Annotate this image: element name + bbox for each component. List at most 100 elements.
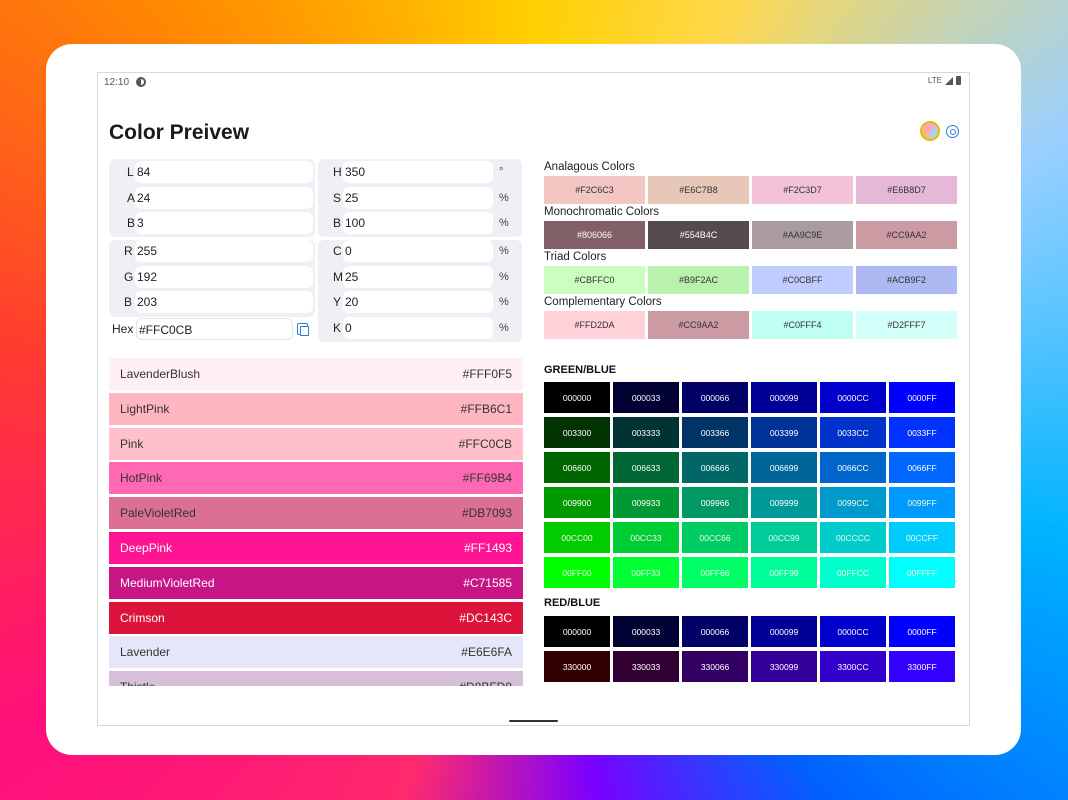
scheme-swatch[interactable]: #CBFFC0 [544,266,645,294]
scheme-swatch[interactable]: #AA9C9E [752,221,853,249]
scheme-swatch[interactable]: #F2C6C3 [544,176,645,204]
color-grid-cell[interactable]: 330066 [682,651,748,682]
named-color-row[interactable]: LightPink #FFB6C1 [109,392,523,425]
color-grid-cell[interactable]: 006699 [751,452,817,483]
named-color-row[interactable]: HotPink #FF69B4 [109,462,523,495]
rgb-g-input[interactable]: 192 [135,266,313,288]
color-grid-cell[interactable]: 0000FF [889,382,955,413]
color-grid-cell[interactable]: 006633 [613,452,679,483]
color-grid-cell[interactable]: 00FF66 [682,557,748,588]
copy-icon[interactable] [297,323,309,336]
color-grid-cell[interactable]: 000033 [613,616,679,647]
rgb-b-input[interactable]: 203 [135,291,313,313]
color-grid-cell[interactable]: 000099 [751,382,817,413]
scheme-swatch[interactable]: #806066 [544,221,645,249]
color-grid-cell[interactable]: 00FF99 [751,557,817,588]
named-color-name: Pink [120,436,144,451]
color-grid-cell[interactable]: 00FFFF [889,557,955,588]
color-grid-cell[interactable]: 330000 [544,651,610,682]
red-blue-title: RED/BLUE [544,597,601,609]
color-grid-cell[interactable]: 0033FF [889,417,955,448]
named-color-row[interactable]: MediumVioletRed #C71585 [109,566,523,599]
color-grid-cell[interactable]: 009933 [613,487,679,518]
color-grid-cell[interactable]: 330033 [613,651,679,682]
color-grid-cell[interactable]: 000000 [544,616,610,647]
scheme-swatch[interactable]: #FFD2DA [544,311,645,339]
rgb-b-row: B 203 [124,291,313,313]
scheme-swatch[interactable]: #B9F2AC [648,266,749,294]
named-color-row[interactable]: Lavender #E6E6FA [109,636,523,669]
color-grid-cell[interactable]: 006666 [682,452,748,483]
color-grid-cell[interactable]: 330099 [751,651,817,682]
scheme-swatch[interactable]: #CC9AA2 [648,311,749,339]
color-grid-cell[interactable]: 00FF33 [613,557,679,588]
color-grid-cell[interactable]: 000099 [751,616,817,647]
named-color-name: Lavender [120,645,171,660]
cmyk-k-input[interactable]: 0 [343,317,493,339]
color-grid-cell[interactable]: 0000CC [820,616,886,647]
color-grid-cell[interactable]: 00CC99 [751,522,817,553]
color-grid-cell[interactable]: 0099CC [820,487,886,518]
scheme-swatch[interactable]: #ACB9F2 [856,266,957,294]
color-grid-cell[interactable]: 00CCCC [820,522,886,553]
scheme-swatch[interactable]: #E6C7B8 [648,176,749,204]
color-grid-cell[interactable]: 00CC33 [613,522,679,553]
named-color-row[interactable]: PaleVioletRed #DB7093 [109,497,523,530]
color-picker-icon[interactable] [920,121,940,141]
scheme-swatch[interactable]: #CC9AA2 [856,221,957,249]
color-grid-cell[interactable]: 0000CC [820,382,886,413]
lab-a-input[interactable]: 24 [135,187,313,209]
cmyk-m-label: M [333,270,343,284]
color-grid-cell[interactable]: 00CC00 [544,522,610,553]
scheme-swatch[interactable]: #554B4C [648,221,749,249]
settings-icon[interactable] [946,124,959,138]
color-grid-cell[interactable]: 0099FF [889,487,955,518]
rgb-r-input[interactable]: 255 [135,240,313,262]
scheme-swatch[interactable]: #D2FFF7 [856,311,957,339]
color-grid-cell[interactable]: 0066FF [889,452,955,483]
color-grid-cell[interactable]: 00FFCC [820,557,886,588]
hsb-s-input[interactable]: 25 [343,187,493,209]
lab-l-input[interactable]: 84 [135,161,313,183]
named-color-row[interactable]: Crimson #DC143C [109,601,523,634]
color-grid-cell[interactable]: 003399 [751,417,817,448]
color-grid-cell[interactable]: 003333 [613,417,679,448]
scheme-swatch[interactable]: #C0CBFF [752,266,853,294]
scheme-swatch[interactable]: #C0FFF4 [752,311,853,339]
color-grid-cell[interactable]: 000066 [682,616,748,647]
color-grid-cell[interactable]: 3300CC [820,651,886,682]
color-grid-cell[interactable]: 009966 [682,487,748,518]
named-color-row[interactable]: Thistle #D8BFD8 [109,671,523,686]
color-grid-cell[interactable]: 0033CC [820,417,886,448]
hex-input[interactable]: #FFC0CB [136,318,293,340]
cmyk-y-input[interactable]: 20 [343,291,493,313]
color-grid-cell[interactable]: 006600 [544,452,610,483]
app-screen: 12:10 LTE Color Preivew L 84 A 24 B 3 H … [97,72,970,726]
hsb-h-input[interactable]: 350 [343,161,493,183]
color-grid-cell[interactable]: 0066CC [820,452,886,483]
scheme-swatch[interactable]: #F2C3D7 [752,176,853,204]
scheme-swatch[interactable]: #E6B8D7 [856,176,957,204]
lab-b-input[interactable]: 3 [135,212,313,234]
color-grid-cell[interactable]: 00FF00 [544,557,610,588]
named-color-row[interactable]: LavenderBlush #FFF0F5 [109,358,523,390]
color-grid-cell[interactable]: 00CCFF [889,522,955,553]
cmyk-m-input[interactable]: 25 [343,266,493,288]
color-grid-cell[interactable]: 000066 [682,382,748,413]
red-blue-grid: 000000 000033 000066 000099 0000CC 0000FF 3300… [544,616,955,682]
color-grid-cell[interactable]: 3300FF [889,651,955,682]
color-grid-cell[interactable]: 00CC66 [682,522,748,553]
home-indicator[interactable] [509,720,558,722]
color-grid-cell[interactable]: 000000 [544,382,610,413]
color-grid-cell[interactable]: 009999 [751,487,817,518]
color-grid-cell[interactable]: 000033 [613,382,679,413]
named-color-list[interactable]: LavenderBlush #FFF0F5 LightPink #FFB6C1 Pink… [109,358,523,686]
color-grid-cell[interactable]: 003366 [682,417,748,448]
hsb-b-input[interactable]: 100 [343,212,493,234]
color-grid-cell[interactable]: 0000FF [889,616,955,647]
named-color-row[interactable]: DeepPink #FF1493 [109,531,523,564]
named-color-row[interactable]: Pink #FFC0CB [109,427,523,460]
cmyk-c-input[interactable]: 0 [343,240,493,262]
color-grid-cell[interactable]: 003300 [544,417,610,448]
color-grid-cell[interactable]: 009900 [544,487,610,518]
